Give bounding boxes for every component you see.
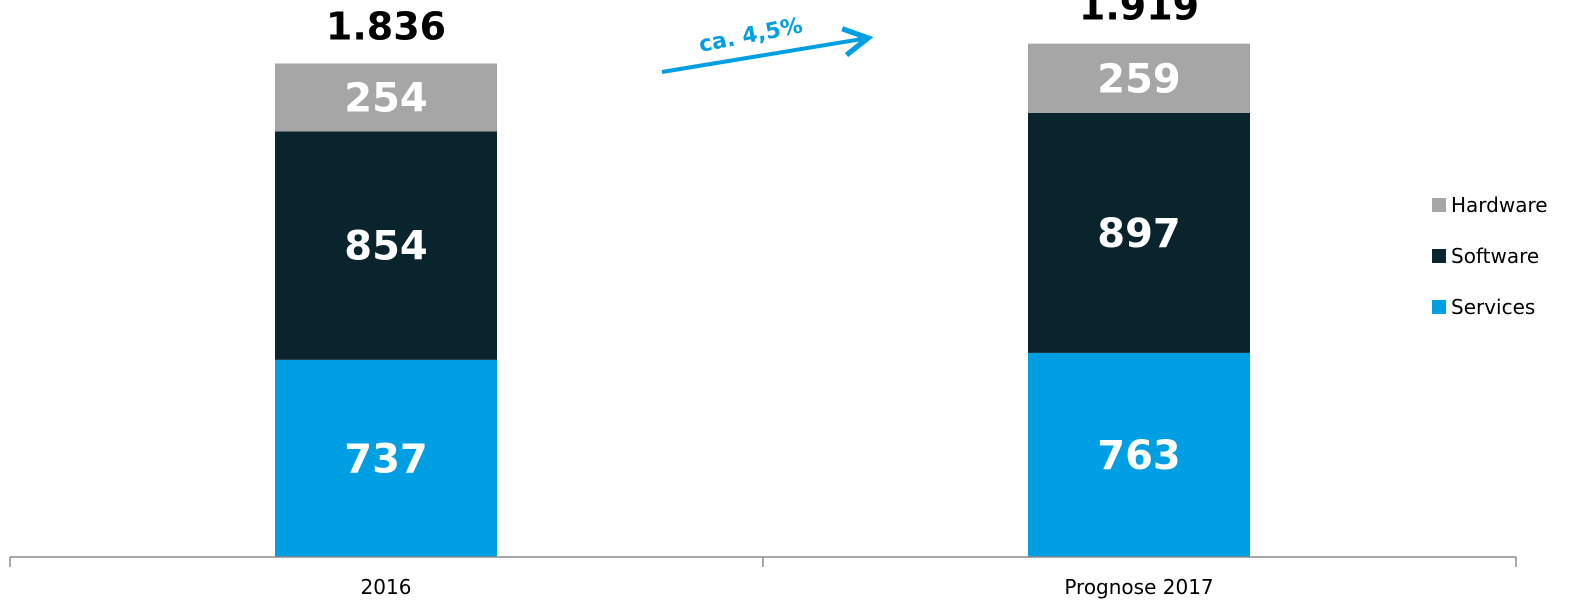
total-label-prognose-2017: 1.919 [1079, 0, 1199, 29]
data-label-hardware-prognose-2017: 259 [1097, 56, 1181, 102]
legend-swatch-software [1432, 249, 1446, 263]
bar-hardware-2016 [275, 63, 497, 132]
bar-services-prognose-2017 [1028, 352, 1250, 557]
legend-label-hardware: Hardware [1451, 193, 1548, 217]
data-label-hardware-2016: 254 [344, 75, 428, 121]
bars-layer: 737 854 254 1.836 763 897 259 1.919 [275, 0, 1250, 557]
x-tick-label-prognose-2017: Prognose 2017 [1064, 575, 1213, 599]
bar-software-prognose-2017 [1028, 112, 1250, 353]
data-label-services-prognose-2017: 763 [1097, 433, 1181, 479]
legend-label-services: Services [1451, 295, 1535, 319]
bar-software-2016 [275, 131, 497, 360]
legend-swatch-services [1432, 300, 1446, 314]
total-label-2016: 1.836 [326, 4, 446, 48]
growth-annotation: ca. 4,5% [661, 13, 868, 74]
data-label-software-prognose-2017: 897 [1097, 211, 1181, 257]
data-label-services-2016: 737 [344, 436, 428, 482]
x-axis: 2016 Prognose 2017 [9, 556, 1517, 599]
bar-hardware-prognose-2017 [1028, 43, 1250, 113]
bar-services-2016 [275, 359, 497, 557]
x-tick-label-2016: 2016 [361, 575, 412, 599]
legend-swatch-hardware [1432, 198, 1446, 212]
legend: Hardware Software Services [1432, 193, 1548, 319]
legend-label-software: Software [1451, 244, 1539, 268]
growth-arrow [661, 38, 868, 74]
data-label-software-2016: 854 [344, 224, 428, 270]
